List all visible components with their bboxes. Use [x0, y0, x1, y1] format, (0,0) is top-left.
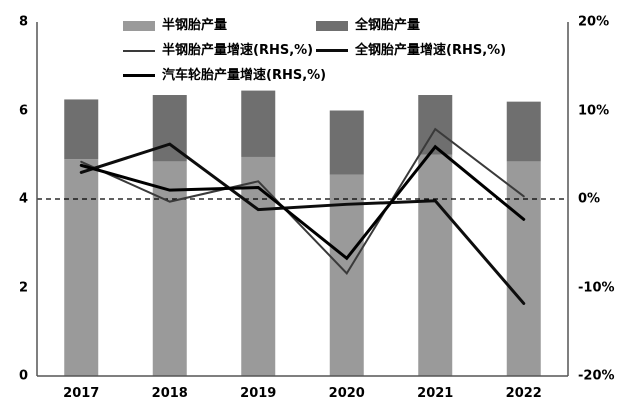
legend-item-auto-tire-growth: 汽车轮胎产量增速(RHS,%) [123, 69, 326, 82]
bar-semi-steel-production-2017 [64, 159, 99, 376]
right-axis-tick: 20% [578, 14, 610, 30]
x-axis-label-2017: 2017 [63, 386, 100, 401]
legend-label: 半钢胎产量 [162, 18, 228, 33]
legend-label: 全钢胎产量 [355, 18, 421, 33]
legend-line-swatch-icon [123, 49, 155, 52]
x-axis-label-2021: 2021 [417, 386, 454, 401]
legend-bar-swatch-icon [316, 20, 348, 31]
legend-bar-swatch-icon [123, 20, 155, 31]
legend-item-semi-steel-growth: 半钢胎产量增速(RHS,%) [123, 44, 313, 57]
left-axis-tick: 4 [18, 191, 28, 207]
bar-all-steel-production-2020 [329, 110, 364, 175]
bar-all-steel-production-2018 [152, 95, 187, 162]
x-axis-label-2019: 2019 [240, 386, 277, 401]
x-axis-label-2018: 2018 [151, 386, 188, 401]
right-axis-tick: -10% [578, 280, 615, 295]
bar-semi-steel-production-2022 [506, 161, 541, 376]
left-axis-tick: 6 [18, 103, 28, 118]
bar-semi-steel-production-2020 [329, 174, 364, 376]
legend-line-swatch-icon [123, 74, 155, 77]
bar-semi-steel-production-2018 [152, 161, 187, 376]
legend-item-all-steel-production: 全钢胎产量 [316, 19, 420, 32]
right-axis-tick: 0% [578, 191, 601, 207]
legend-label: 全钢胎产量增速(RHS,%) [355, 43, 507, 58]
left-axis-tick: 2 [18, 280, 28, 295]
bar-all-steel-production-2022 [506, 101, 541, 162]
legend-line-swatch-icon [316, 49, 348, 52]
left-axis-tick: 8 [18, 14, 28, 30]
legend-item-all-steel-growth: 全钢胎产量增速(RHS,%) [316, 44, 506, 57]
left-axis-tick: 0 [18, 368, 28, 384]
right-axis-tick: -20% [578, 368, 615, 384]
legend-label: 半钢胎产量增速(RHS,%) [162, 43, 314, 58]
bar-all-steel-production-2019 [241, 90, 276, 157]
bar-all-steel-production-2021 [418, 95, 453, 155]
legend-label: 汽车轮胎产量增速(RHS,%) [162, 68, 327, 83]
legend-item-semi-steel-production: 半钢胎产量 [123, 19, 227, 32]
line-semi-steel-growth [80, 127, 525, 275]
bar-semi-steel-production-2019 [241, 156, 276, 376]
line-all-steel-growth [79, 142, 526, 305]
right-axis-tick: 10% [578, 103, 610, 118]
x-axis-label-2022: 2022 [505, 386, 542, 401]
bar-semi-steel-production-2021 [418, 154, 453, 376]
bar-all-steel-production-2017 [64, 99, 99, 160]
line-auto-tire-growth [79, 144, 526, 261]
x-axis-label-2020: 2020 [328, 386, 365, 401]
